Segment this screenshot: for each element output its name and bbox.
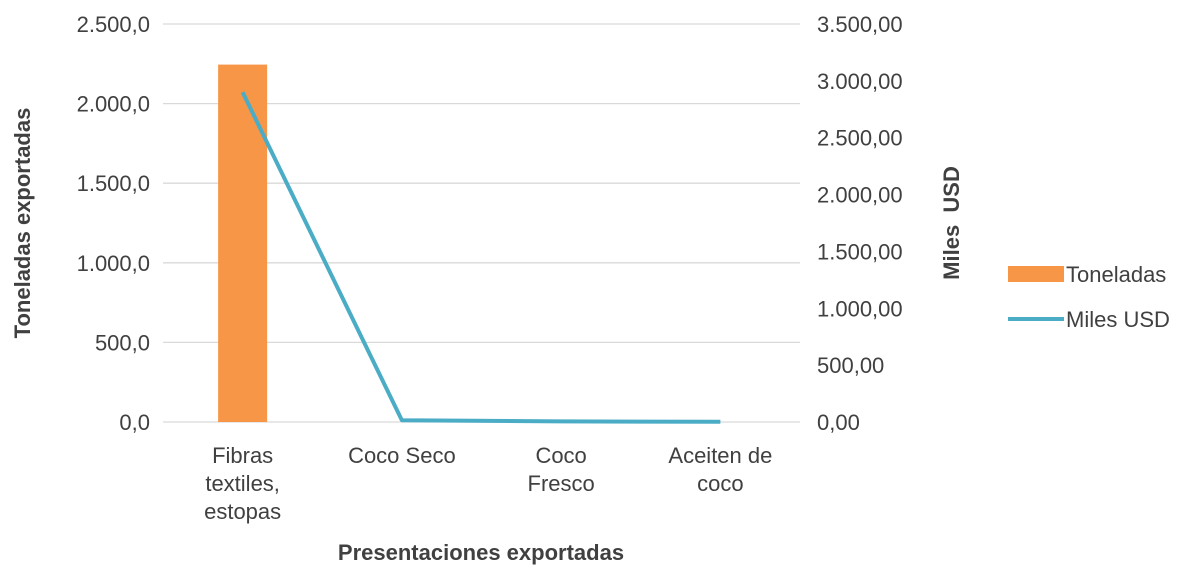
- right-tick-label: 1.500,00: [817, 239, 903, 264]
- left-tick-label: 2.000,0: [77, 92, 150, 117]
- right-tick-label: 3.000,00: [817, 69, 903, 94]
- right-tick-label: 2.000,00: [817, 183, 903, 208]
- right-tick-label: 500,00: [817, 353, 884, 378]
- legend-swatch-toneladas: [1008, 266, 1064, 282]
- category-label: Coco Fresco: [528, 443, 595, 496]
- x-axis-title: Presentaciones exportadas: [338, 540, 624, 565]
- legend: Toneladas Miles USD: [1008, 262, 1170, 332]
- right-tick-label: 3.500,00: [817, 12, 903, 37]
- category-labels: Fibras textiles, estopas Coco Seco Coco Fresc…: [204, 443, 772, 524]
- category-label-line: Fibras: [212, 443, 273, 468]
- category-label: Coco Seco: [348, 443, 456, 468]
- category-label-line: Coco: [535, 443, 586, 468]
- left-tick-label: 2.500,0: [77, 12, 150, 37]
- left-axis-title: Toneladas exportadas: [10, 108, 35, 339]
- category-label: Aceiten de coco: [668, 443, 772, 496]
- category-label-line: Fresco: [528, 471, 595, 496]
- right-tick-label: 1.000,00: [817, 296, 903, 321]
- left-tick-label: 1.500,0: [77, 171, 150, 196]
- category-label-line: textiles,: [205, 471, 280, 496]
- right-tick-label: 0,00: [817, 410, 860, 435]
- legend-label-toneladas: Toneladas: [1066, 262, 1166, 287]
- left-tick-label: 500,0: [95, 330, 150, 355]
- right-axis-title: Miles USD: [939, 166, 964, 280]
- left-axis-ticks: 0,0 500,0 1.000,0 1.500,0 2.000,0 2.500,0: [77, 12, 150, 435]
- left-tick-label: 0,0: [119, 410, 150, 435]
- category-label-line: estopas: [204, 499, 281, 524]
- series-line: [240, 91, 721, 424]
- category-label: Fibras textiles, estopas: [204, 443, 281, 524]
- right-axis-ticks: 0,00 500,00 1.000,00 1.500,00 2.000,00 2.500,…: [817, 12, 903, 435]
- legend-label-miles-usd: Miles USD: [1066, 307, 1170, 332]
- category-label-line: Coco Seco: [348, 443, 456, 468]
- left-tick-label: 1.000,0: [77, 251, 150, 276]
- bar: [218, 64, 268, 422]
- category-label-line: coco: [697, 471, 743, 496]
- category-label-line: Aceiten de: [668, 443, 772, 468]
- right-tick-label: 2.500,00: [817, 126, 903, 151]
- bar-series-toneladas: [218, 64, 268, 422]
- line-series-miles-usd: [240, 91, 721, 424]
